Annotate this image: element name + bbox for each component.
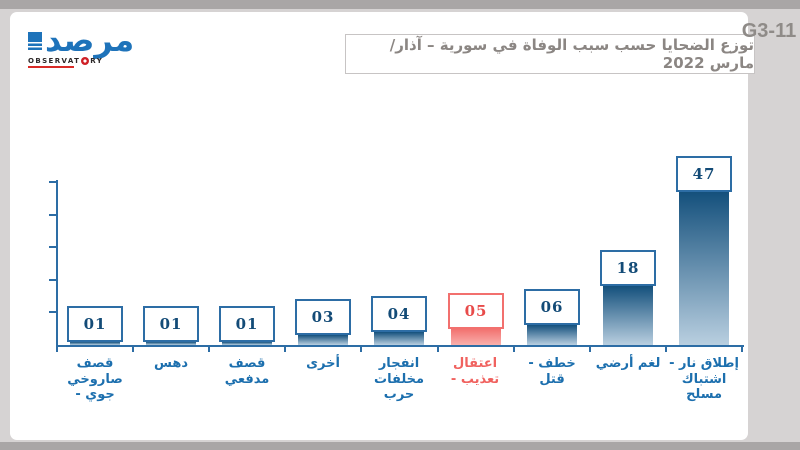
bar-fill bbox=[603, 286, 653, 345]
bar-fill bbox=[298, 335, 348, 345]
logo-underline bbox=[28, 66, 74, 68]
x-axis-tick bbox=[740, 347, 743, 352]
chart-card: مرصد OBSERVAT RY توزع الضحايا حسب سبب ال… bbox=[10, 12, 755, 440]
category-label-line: قصف bbox=[228, 356, 266, 371]
x-axis bbox=[57, 345, 744, 347]
category-label: قصف صاروخي - جوي bbox=[52, 356, 138, 403]
bar-value-box: 18 bbox=[600, 250, 656, 286]
bottom-border-band bbox=[0, 442, 800, 450]
category-label: - إطلاق نار اشتباك مسلح bbox=[661, 356, 747, 403]
y-axis-tick bbox=[49, 311, 56, 314]
category-label-line: حرب bbox=[383, 387, 415, 402]
bar-value-box: 03 bbox=[295, 299, 351, 335]
category-label-line: مخلفات bbox=[374, 371, 425, 387]
bar-value-box: 01 bbox=[143, 306, 199, 342]
y-axis-tick bbox=[49, 213, 56, 216]
logo-wordmark: مرصد bbox=[45, 21, 135, 59]
bar-value-box: 06 bbox=[524, 289, 580, 325]
category-label-line: - خطف bbox=[528, 356, 576, 371]
bar-value-box: 01 bbox=[67, 306, 123, 342]
category-label-line: انفجار bbox=[378, 356, 420, 371]
category-label-line: أخرى bbox=[306, 356, 340, 371]
observatory-logo: مرصد OBSERVAT RY bbox=[28, 21, 135, 68]
x-axis-tick bbox=[132, 347, 135, 352]
target-icon bbox=[81, 57, 90, 65]
category-label-line: اشتباك bbox=[681, 371, 727, 387]
y-axis-tick bbox=[49, 278, 56, 281]
category-label-line: لغم أرضي bbox=[595, 356, 661, 371]
category-label-line: مسلح bbox=[686, 387, 723, 402]
category-label-line: - تعذيب bbox=[450, 371, 500, 387]
y-axis bbox=[56, 180, 58, 347]
category-label-line: قصف bbox=[76, 356, 114, 371]
chart-title: توزع الضحايا حسب سبب الوفاة في سورية – آ… bbox=[389, 36, 754, 72]
category-label: اعتقال - تعذيب bbox=[432, 356, 518, 387]
category-label-line: مدفعي bbox=[224, 371, 270, 387]
category-label-line: صاروخي bbox=[67, 371, 123, 387]
x-axis-tick bbox=[208, 347, 211, 352]
bar-fill bbox=[679, 192, 729, 345]
observatory-label: OBSERVAT RY bbox=[28, 57, 134, 65]
x-axis-tick bbox=[360, 347, 363, 352]
x-axis-tick bbox=[284, 347, 287, 352]
bar-value-box: 04 bbox=[371, 296, 427, 332]
bar-value-box: 01 bbox=[219, 306, 275, 342]
category-label: لغم أرضي bbox=[585, 356, 671, 372]
bar-fill bbox=[374, 332, 424, 345]
category-label-line: - إطلاق نار bbox=[669, 356, 739, 371]
category-label-line: قتل bbox=[539, 371, 565, 387]
category-label: أخرى bbox=[280, 356, 366, 372]
category-label-line: - جوي bbox=[75, 387, 115, 402]
category-label: انفجار مخلفات حرب bbox=[356, 356, 442, 403]
bar-fill bbox=[527, 325, 577, 345]
x-axis-tick bbox=[512, 347, 515, 352]
y-axis-tick bbox=[49, 246, 56, 249]
bar-fill bbox=[222, 342, 272, 345]
logo-mark-icon bbox=[28, 32, 42, 50]
x-axis-tick bbox=[436, 347, 439, 352]
x-axis-tick bbox=[664, 347, 667, 352]
top-border-band bbox=[0, 0, 800, 9]
y-axis-tick bbox=[49, 181, 56, 183]
figure-id: G3-11 bbox=[741, 20, 797, 42]
category-label-line: اعتقال bbox=[452, 356, 498, 371]
observatory-prefix: OBSERVAT bbox=[28, 57, 81, 65]
bar-fill bbox=[70, 342, 120, 345]
observatory-suffix: RY bbox=[90, 57, 104, 65]
category-label: قصف مدفعي bbox=[204, 356, 290, 387]
bar-value-box: 47 bbox=[676, 156, 732, 192]
title-box: توزع الضحايا حسب سبب الوفاة في سورية – آ… bbox=[345, 34, 755, 74]
bar-fill bbox=[146, 342, 196, 345]
x-axis-tick bbox=[56, 347, 58, 352]
category-label: دهس bbox=[128, 356, 214, 372]
category-label: - خطف قتل bbox=[509, 356, 595, 387]
category-label-line: دهس bbox=[154, 356, 189, 371]
x-axis-tick bbox=[588, 347, 591, 352]
bar-value-box: 05 bbox=[448, 293, 504, 329]
bar-fill bbox=[451, 329, 501, 345]
